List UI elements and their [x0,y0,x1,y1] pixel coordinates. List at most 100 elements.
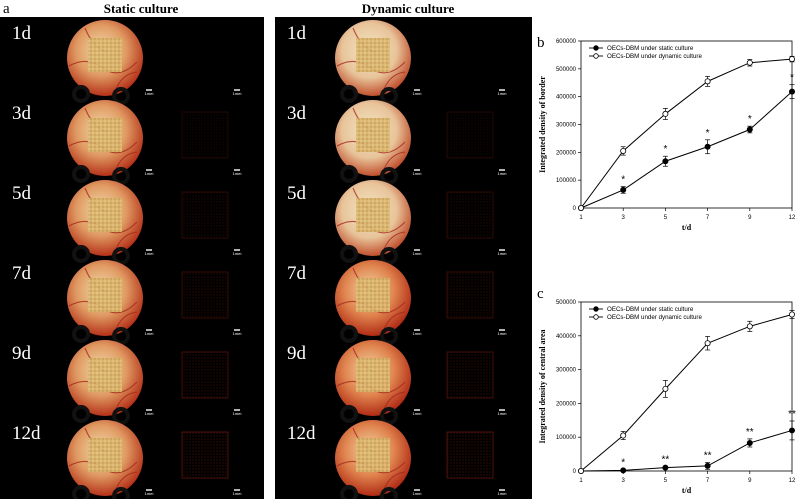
clip-ring [72,325,90,343]
scale-bar-label: 1mm [413,171,423,176]
legend-marker [593,53,599,59]
data-point [620,186,627,193]
scale-bar-label: 1mm [233,331,243,336]
scaffold [88,438,122,472]
clip-ring [72,85,90,103]
clip-ring [112,327,130,345]
scale-bar-label: 1mm [498,251,508,256]
legend-label: OECs-DBM under dynamic culture [607,314,702,321]
scale-bar-label: 1mm [498,91,508,96]
day-label: 1d [287,23,307,44]
clip-ring [380,87,398,105]
legend-label: OECs-DBM under static culture [607,45,694,52]
dynamic-row-3d: 1mm 1mm 3d [287,100,507,185]
y-axis-title: Integrated density of border [538,76,547,173]
panel-label-b: b [537,35,545,51]
x-tick-label: 1 [579,478,583,484]
data-point [620,147,627,154]
significance-label: * [621,175,625,186]
fluorescence-image [447,272,493,318]
scaffold [356,118,390,152]
y-tick-label: 0 [573,469,577,475]
y-tick-label: 300000 [556,368,577,374]
clip-ring [380,407,398,425]
x-tick-label: 5 [664,215,668,221]
scale-bar-label: 1mm [498,491,508,496]
data-point [789,427,796,434]
scale-bar-label: 1mm [145,411,155,416]
significance-label: * [663,144,667,155]
day-label: 1d [12,23,32,44]
fluorescence-image [447,112,493,158]
day-label: 3d [12,103,32,124]
y-tick-label: 400000 [556,95,577,101]
clip-ring [380,487,398,499]
y-tick-label: 0 [573,206,577,212]
fluorescence-image [447,432,493,478]
scale-bar-label: 1mm [413,331,423,336]
fluorescence-border [446,271,494,319]
x-axis-title: t/d [682,223,692,232]
scale-bar-label: 1mm [413,411,423,416]
clip-ring [340,245,358,263]
x-tick-label: 9 [748,215,752,221]
x-tick-label: 12 [789,478,796,484]
y-tick-label: 200000 [556,150,577,156]
scaffold [356,438,390,472]
fluorescence-image [182,352,228,398]
data-point [662,158,669,165]
data-point [662,385,669,392]
significance-label: * [621,458,625,469]
clip-ring [72,485,90,499]
x-axis-title: t/d [682,486,692,495]
dynamic-row-12d: 1mm 1mm 12d [287,420,507,499]
scale-bar-label: 1mm [233,91,243,96]
clip-ring [340,325,358,343]
data-point [662,464,669,471]
legend-label: OECs-DBM under static culture [607,306,694,313]
x-tick-label: 9 [748,478,752,484]
scaffold [88,278,122,312]
significance-label: * [706,128,710,139]
y-tick-label: 400000 [556,334,577,340]
fluorescence-border [446,431,494,479]
day-label: 5d [12,183,32,204]
scale-bar-label: 1mm [413,491,423,496]
clip-ring [72,405,90,423]
scaffold [88,358,122,392]
y-tick-label: 100000 [556,435,577,441]
y-tick-label: 600000 [556,39,577,45]
legend-label: OECs-DBM under dynamic culture [607,53,702,60]
scale-bar-label: 1mm [498,331,508,336]
dynamic-row-1d: 1mm 1mm 1d [287,20,508,105]
static-row-5d: 1mm 1mm 5d [12,180,242,265]
day-label: 5d [287,183,307,204]
data-point [789,311,796,318]
plot-frame [580,40,793,209]
fluorescence-border [181,431,229,479]
y-tick-label: 500000 [556,67,577,73]
data-point [620,467,627,474]
fluorescence-image [182,192,228,238]
fluorescence-image [447,352,493,398]
photo-grid: 1mm 1mm 1d 1mm 1mm 1d 1mm 1mm 3d 1mm 1mm 3d 1mm 1mm 5d… [12,20,507,499]
data-point [789,56,796,63]
clip-ring [112,407,130,425]
data-point [746,126,753,133]
data-point [704,462,711,469]
fluorescence-border [181,111,229,159]
clip-ring [340,165,358,183]
y-axis-title: Integrated density of central area [538,329,547,443]
static-photo-column [0,17,264,499]
static-row-1d: 1mm 1mm 1d [12,20,243,105]
fluorescence-border [181,351,229,399]
data-point [704,143,711,150]
clip-ring [112,167,130,185]
fluorescence-border [181,191,229,239]
static-row-9d: 1mm 1mm 9d [12,340,242,425]
day-label: 7d [12,263,32,284]
series-line [580,314,793,472]
data-point [704,340,711,347]
data-point [704,78,711,85]
